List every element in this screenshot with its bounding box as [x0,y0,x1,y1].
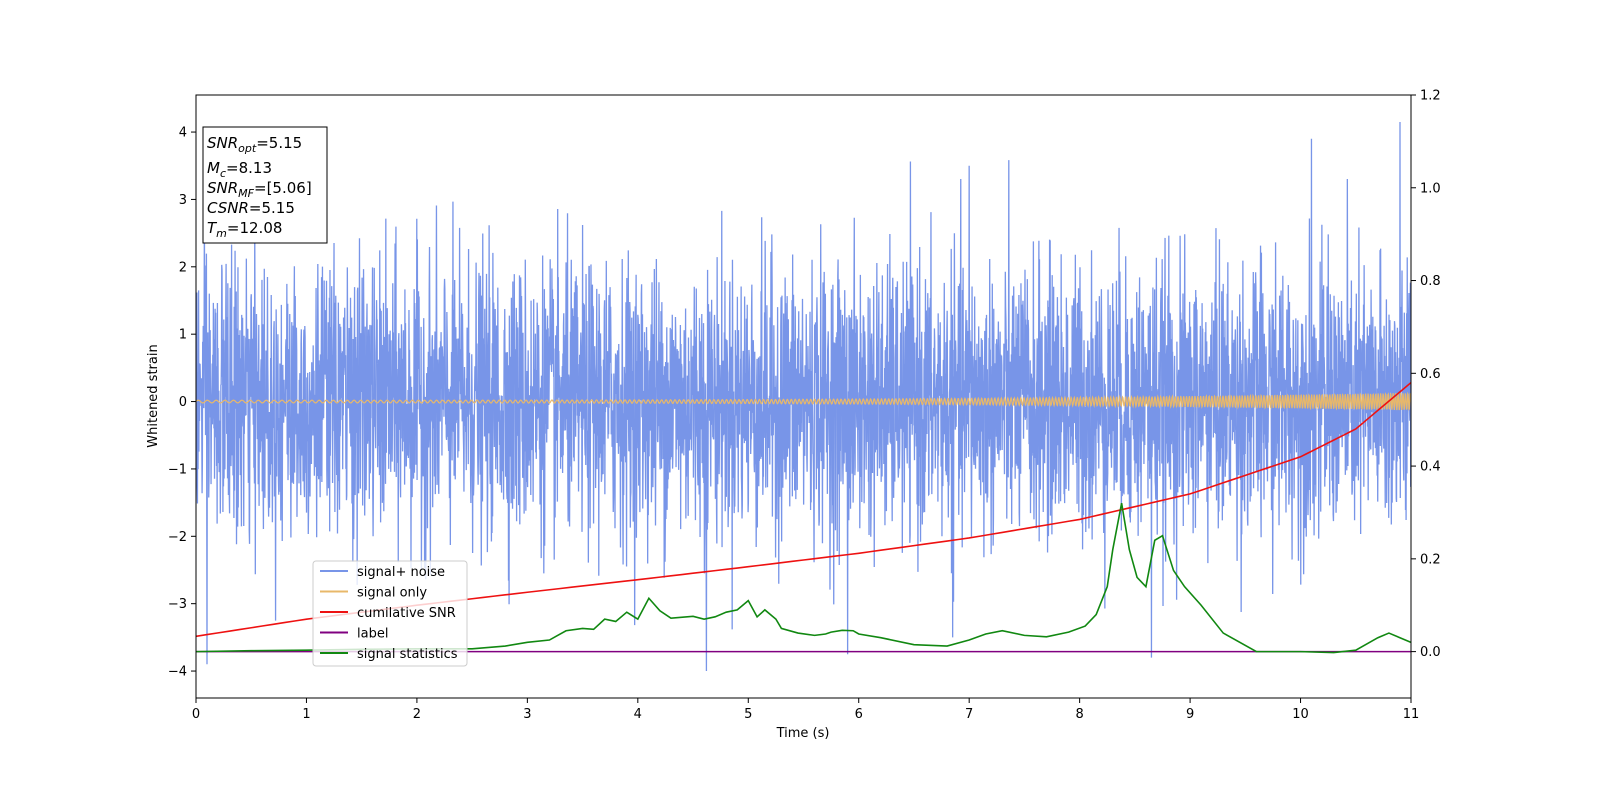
y-tick-label-2: 2 [179,260,187,275]
y-tick-label--1: −1 [168,462,187,477]
legend-label-label: label [357,627,388,642]
x-tick-label-7: 7 [965,707,973,722]
x-tick-label-11: 11 [1403,707,1420,722]
y-tick-label--3: −3 [168,597,187,612]
y-tick-label-0: 0 [179,395,187,410]
y2-tick-label-6: 1.2 [1420,89,1441,104]
annotation-snr-mf: SNRMF=[5.06] [207,179,312,200]
legend-label-signal-only: signal only [357,586,427,601]
annotation-frame [202,126,328,244]
legend-frame [312,560,468,667]
plot-frame [195,94,1412,699]
series-signal-only [196,391,1411,411]
x-tick-label-5: 5 [744,707,752,722]
y-tick-label-4: 4 [179,126,187,141]
x-tick-label-9: 9 [1186,707,1194,722]
annotation-mc: Mc=8.13 [207,159,272,180]
y-tick-label-1: 1 [179,328,187,343]
legend: signal+ noise signal only cumilative SNR… [312,560,468,667]
x-tick-label-10: 10 [1292,707,1309,722]
legend-label-signal-statistics: signal statistics [357,647,458,662]
x-tick-label-8: 8 [1075,707,1083,722]
series-signal-noise [196,121,1411,672]
y-tick-label--4: −4 [168,665,187,680]
series-signal-statistics [196,503,1411,654]
y-axis-label: Whitened strain [146,344,161,447]
x-tick-label-6: 6 [855,707,863,722]
y-tick-label-3: 3 [179,193,187,208]
y2-tick-label-4: 0.8 [1420,274,1441,289]
x-tick-label-3: 3 [523,707,531,722]
annotation-tm: Tm=12.08 [207,219,282,240]
x-tick-label-0: 0 [192,707,200,722]
annotation-csnr: CSNR=5.15 [207,199,295,217]
legend-label-cumulative-snr: cumilative SNR [357,606,456,621]
y2-tick-label-0: 0.0 [1420,645,1441,660]
legend-label-signal-noise: signal+ noise [357,565,445,580]
y2-tick-label-1: 0.2 [1420,552,1441,567]
y2-tick-label-5: 1.0 [1420,181,1441,196]
annotation-box: SNRopt=5.15 Mc=8.13 SNRMF=[5.06] CSNR=5.… [202,126,328,244]
x-tick-label-1: 1 [302,707,310,722]
annotation-snr-opt: SNRopt=5.15 [207,134,302,155]
y2-tick-label-3: 0.6 [1420,367,1441,382]
x-tick-label-4: 4 [634,707,642,722]
y2-tick-label-2: 0.4 [1420,460,1441,475]
x-axis-label: Time (s) [776,726,830,741]
x-tick-label-2: 2 [413,707,421,722]
y-tick-label--2: −2 [168,530,187,545]
axes-layer: 0 1 2 3 4 5 6 7 8 9 10 11 −4 −3 −2 −1 0 1 2 3 4 0.0 0.2 0.4 0.6 0… [168,89,1441,723]
